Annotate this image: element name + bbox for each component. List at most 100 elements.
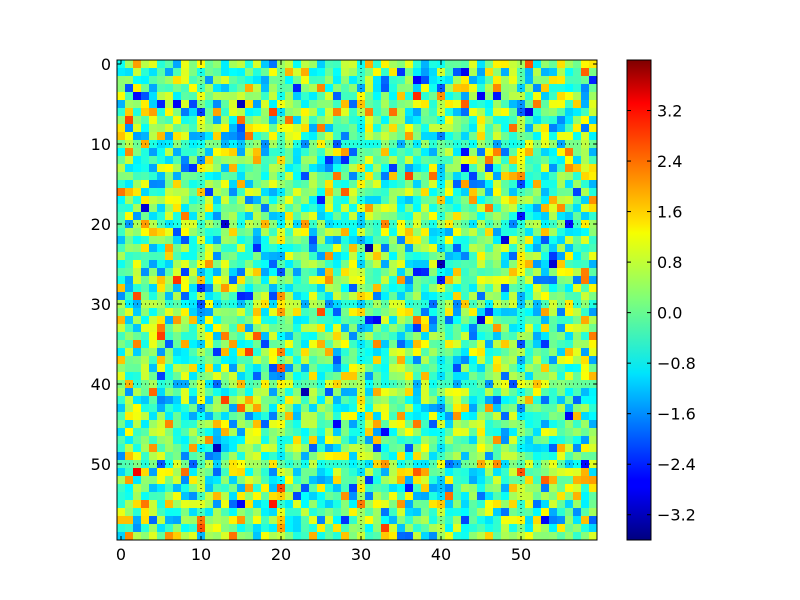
heatmap-cell [453, 356, 462, 365]
heatmap-cell [445, 452, 454, 461]
heatmap-cell [205, 284, 214, 293]
heatmap-cell [365, 332, 374, 341]
heatmap-cell [213, 108, 222, 117]
heatmap-cell [325, 324, 334, 333]
heatmap-cell [285, 228, 294, 237]
heatmap-cell [397, 532, 406, 541]
heatmap-cell [253, 420, 262, 429]
heatmap-cell [253, 492, 262, 501]
heatmap-cell [293, 180, 302, 189]
heatmap-cell [589, 212, 598, 221]
heatmap-cell [405, 92, 414, 101]
heatmap-cell [405, 324, 414, 333]
heatmap-cell [541, 108, 550, 117]
heatmap-cell [485, 68, 494, 77]
heatmap-cell [349, 212, 358, 221]
heatmap-cell [509, 428, 518, 437]
heatmap-cell [525, 444, 534, 453]
heatmap-cell [589, 340, 598, 349]
heatmap-cell [173, 252, 182, 261]
heatmap-cell [405, 60, 414, 69]
heatmap-cell [165, 428, 174, 437]
heatmap-cell [365, 396, 374, 405]
heatmap-cell [485, 452, 494, 461]
heatmap-cell [405, 164, 414, 173]
heatmap-cell [317, 356, 326, 365]
heatmap-cell [365, 132, 374, 141]
heatmap-cell [381, 348, 390, 357]
heatmap-cell [485, 356, 494, 365]
heatmap-cell [133, 428, 142, 437]
heatmap-cell [341, 116, 350, 125]
heatmap-cell [421, 500, 430, 509]
heatmap-cell [389, 124, 398, 133]
heatmap-cell [445, 316, 454, 325]
heatmap-cell [117, 164, 126, 173]
heatmap-cell [293, 260, 302, 269]
heatmap-cell [309, 148, 318, 157]
heatmap-cell [253, 292, 262, 301]
heatmap-cell [397, 212, 406, 221]
heatmap-cell [149, 76, 158, 85]
heatmap-cell [565, 236, 574, 245]
heatmap-cell [421, 468, 430, 477]
heatmap-cell [205, 388, 214, 397]
heatmap-cell [349, 276, 358, 285]
heatmap-cell [413, 236, 422, 245]
heatmap-cell [541, 500, 550, 509]
heatmap-cell [549, 92, 558, 101]
heatmap-cell [141, 164, 150, 173]
heatmap-cell [373, 356, 382, 365]
heatmap-cell [349, 292, 358, 301]
heatmap-cell [333, 212, 342, 221]
heatmap-cell [421, 116, 430, 125]
heatmap-cell [333, 156, 342, 165]
heatmap-cell [381, 284, 390, 293]
heatmap-cell [317, 260, 326, 269]
heatmap-cell [373, 132, 382, 141]
heatmap-cell [213, 84, 222, 93]
heatmap-cell [461, 476, 470, 485]
heatmap-cell [117, 68, 126, 77]
heatmap-cell [349, 396, 358, 405]
heatmap-cell [365, 324, 374, 333]
heatmap-cell [221, 348, 230, 357]
heatmap-cell [309, 308, 318, 317]
heatmap-cell [589, 364, 598, 373]
heatmap-cell [365, 108, 374, 117]
heatmap-cell [565, 212, 574, 221]
heatmap-cell [261, 236, 270, 245]
heatmap-cell [485, 516, 494, 525]
heatmap-cell [261, 276, 270, 285]
heatmap-cell [469, 492, 478, 501]
heatmap-cell [549, 284, 558, 293]
heatmap-cell [173, 340, 182, 349]
heatmap-cell [157, 324, 166, 333]
heatmap-cell [485, 132, 494, 141]
heatmap-cell [421, 532, 430, 541]
heatmap-cell [397, 60, 406, 69]
heatmap-cell [253, 156, 262, 165]
heatmap-cell [205, 124, 214, 133]
heatmap-cell [397, 428, 406, 437]
heatmap-cell [469, 436, 478, 445]
heatmap-cell [493, 500, 502, 509]
heatmap-cell [397, 276, 406, 285]
heatmap-cell [413, 348, 422, 357]
heatmap-cell [349, 348, 358, 357]
heatmap-cell [389, 396, 398, 405]
heatmap-cell [565, 308, 574, 317]
heatmap-cell [461, 292, 470, 301]
heatmap-cell [253, 268, 262, 277]
heatmap-cell [549, 100, 558, 109]
heatmap-cell [589, 412, 598, 421]
heatmap-cell [573, 308, 582, 317]
heatmap-cell [349, 228, 358, 237]
heatmap-cell [261, 108, 270, 117]
heatmap-cell [293, 284, 302, 293]
heatmap-cell [309, 340, 318, 349]
heatmap-cell [381, 356, 390, 365]
heatmap-cell [301, 84, 310, 93]
heatmap-cell [397, 396, 406, 405]
